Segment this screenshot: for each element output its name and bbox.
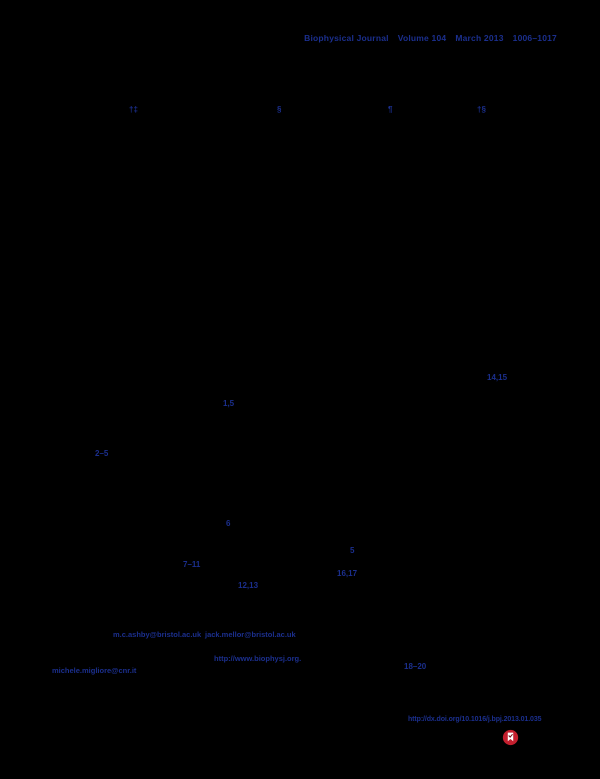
citation-link[interactable]: 5 [350,546,355,555]
citation-link[interactable]: 12,13 [238,581,259,590]
citation-link[interactable]: 7–11 [183,560,201,569]
correspondence-email-link[interactable]: m.c.ashby@bristol.ac.uk [113,630,202,639]
affiliation-mark-link[interactable]: †§ [477,105,486,114]
supporting-material-url-link[interactable]: http://www.biophysj.org. [214,654,302,663]
journal-volume: Volume 104 [397,33,447,43]
citation-link[interactable]: 2–5 [95,449,109,458]
alt-email-link[interactable]: michele.migliore@cnr.it [52,666,137,675]
crossmark-icon[interactable] [502,728,519,747]
citation-link[interactable]: 16,17 [337,569,358,578]
citation-link[interactable]: 14,15 [487,373,508,382]
citation-link[interactable]: 18–20 [404,662,427,671]
citation-link[interactable]: 1,5 [223,399,235,408]
journal-page-range: 1006–1017 [512,33,557,43]
journal-issue-date: March 2013 [455,33,504,43]
citation-link[interactable]: 6 [226,519,231,528]
doi-link[interactable]: http://dx.doi.org/10.1016/j.bpj.2013.01.… [408,716,542,723]
journal-title: Biophysical Journal [304,33,389,43]
affiliation-mark-link[interactable]: †‡ [129,105,138,114]
affiliation-mark-link[interactable]: ¶ [388,105,393,114]
journal-header: Biophysical Journal Volume 104 March 201… [304,33,557,43]
correspondence-email-link[interactable]: jack.mellor@bristol.ac.uk [205,630,296,639]
affiliation-mark-link[interactable]: § [277,105,282,114]
